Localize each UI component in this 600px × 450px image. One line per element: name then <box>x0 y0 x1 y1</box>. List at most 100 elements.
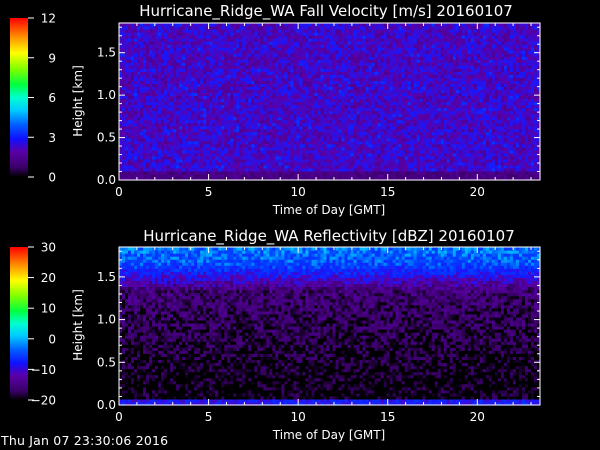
field-cell <box>194 29 198 33</box>
field-cell <box>122 53 126 57</box>
field-cell <box>140 146 144 151</box>
field-cell <box>173 176 177 181</box>
field-cell <box>212 152 216 157</box>
field-cell <box>134 59 138 63</box>
field-cell <box>203 134 207 139</box>
field-cell <box>185 29 189 33</box>
field-cell <box>149 74 153 78</box>
field-cell <box>173 161 177 166</box>
field-cell <box>131 38 135 42</box>
field-cell <box>167 68 171 72</box>
field-cell <box>185 131 189 136</box>
field-cell <box>134 143 138 148</box>
field-cell <box>173 26 177 30</box>
field-cell <box>224 119 228 124</box>
field-cell <box>149 131 153 136</box>
field-cell <box>161 161 165 166</box>
field-cell <box>146 80 150 84</box>
field-cell <box>158 134 162 139</box>
field-cell <box>224 167 228 172</box>
field-cell <box>158 98 162 103</box>
field-cell <box>179 107 183 112</box>
field-cell <box>197 47 201 51</box>
field-cell <box>182 80 186 84</box>
field-cell <box>152 149 156 154</box>
field-cell <box>215 140 219 145</box>
field-cell <box>170 119 174 124</box>
field-cell <box>149 68 153 72</box>
field-cell <box>191 98 195 103</box>
field-cell <box>203 125 207 130</box>
field-cell <box>146 23 150 27</box>
field-cell <box>197 101 201 106</box>
field-cell <box>152 83 156 87</box>
field-cell <box>191 68 195 72</box>
field-cell <box>188 113 192 118</box>
field-cell <box>221 158 225 163</box>
field-cell <box>152 62 156 66</box>
field-cell <box>173 53 177 57</box>
field-cell <box>170 173 174 178</box>
field-cell <box>185 110 189 115</box>
field-cell <box>221 128 225 133</box>
field-cell <box>203 35 207 39</box>
field-cell <box>149 80 153 84</box>
field-cell <box>221 35 225 39</box>
field-cell <box>215 152 219 157</box>
field-cell <box>206 110 210 115</box>
field-cell <box>221 173 225 178</box>
field-cell <box>161 152 165 157</box>
field-cell <box>170 68 174 72</box>
field-cell <box>185 125 189 130</box>
field-cell <box>131 107 135 112</box>
field-cell <box>197 44 201 48</box>
field-cell <box>200 86 204 91</box>
field-cell <box>119 161 123 166</box>
field-cell <box>197 32 201 36</box>
field-cell <box>134 176 138 181</box>
field-cell <box>212 89 216 94</box>
field-cell <box>119 32 123 36</box>
field-cell <box>125 74 129 78</box>
field-cell <box>191 29 195 33</box>
field-cell <box>176 164 180 169</box>
field-cell <box>128 146 132 151</box>
field-cell <box>182 74 186 78</box>
field-cell <box>206 173 210 178</box>
field-cell <box>173 116 177 121</box>
field-cell <box>137 74 141 78</box>
field-cell <box>170 107 174 112</box>
field-cell <box>200 113 204 118</box>
field-cell <box>170 161 174 166</box>
field-cell <box>170 113 174 118</box>
field-cell <box>197 92 201 97</box>
field-cell <box>206 62 210 66</box>
field-cell <box>215 146 219 151</box>
field-cell <box>146 164 150 169</box>
field-cell <box>191 89 195 94</box>
field-cell <box>167 149 171 154</box>
field-cell <box>218 35 222 39</box>
field-cell <box>191 92 195 97</box>
field-cell <box>152 116 156 121</box>
field-cell <box>164 62 168 66</box>
field-cell <box>131 44 135 48</box>
field-cell <box>122 89 126 94</box>
field-cell <box>161 59 165 63</box>
field-cell <box>122 38 126 42</box>
field-cell <box>155 149 159 154</box>
field-cell <box>125 71 129 75</box>
field-cell <box>134 158 138 163</box>
field-cell <box>209 107 213 112</box>
field-cell <box>212 110 216 115</box>
field-cell <box>218 173 222 178</box>
field-cell <box>182 47 186 51</box>
field-cell <box>182 62 186 66</box>
field-cell <box>158 164 162 169</box>
field-cell <box>215 134 219 139</box>
field-cell <box>173 62 177 66</box>
field-cell <box>176 155 180 160</box>
field-cell <box>200 143 204 148</box>
field-cell <box>203 137 207 142</box>
